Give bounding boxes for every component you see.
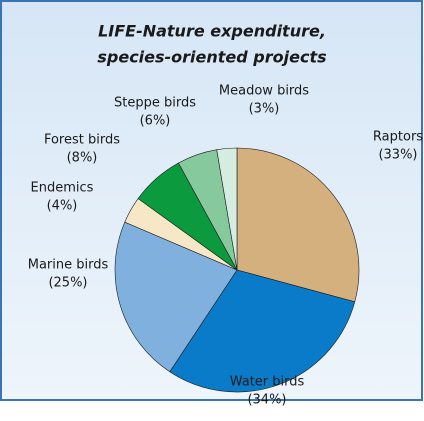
slice-value-label: (8%) <box>67 151 98 166</box>
slice-label: Steppe birds <box>114 96 196 111</box>
slice-label: Marine birds <box>28 258 109 273</box>
slice-label: Raptors <box>373 130 423 145</box>
slice-value-label: (33%) <box>378 148 417 163</box>
pie-slice <box>114 221 238 373</box>
slice-value-label: (4%) <box>47 199 78 214</box>
slice-value-label: (25%) <box>48 276 87 291</box>
chart-title: species-oriented projects <box>97 48 326 67</box>
slice-value-label: (34%) <box>247 393 286 408</box>
pie-slice <box>236 147 360 303</box>
slice-value-label: (3%) <box>249 102 280 117</box>
pie-slice <box>216 147 238 271</box>
slice-value-label: (6%) <box>140 114 171 129</box>
slice-label: Endemics <box>31 181 94 196</box>
slice-label: Meadow birds <box>219 84 309 99</box>
chart-title: LIFE-Nature expenditure, <box>98 22 326 41</box>
pie-slice <box>169 269 356 393</box>
slice-label: Water birds <box>230 375 305 390</box>
slice-label: Forest birds <box>44 133 120 148</box>
